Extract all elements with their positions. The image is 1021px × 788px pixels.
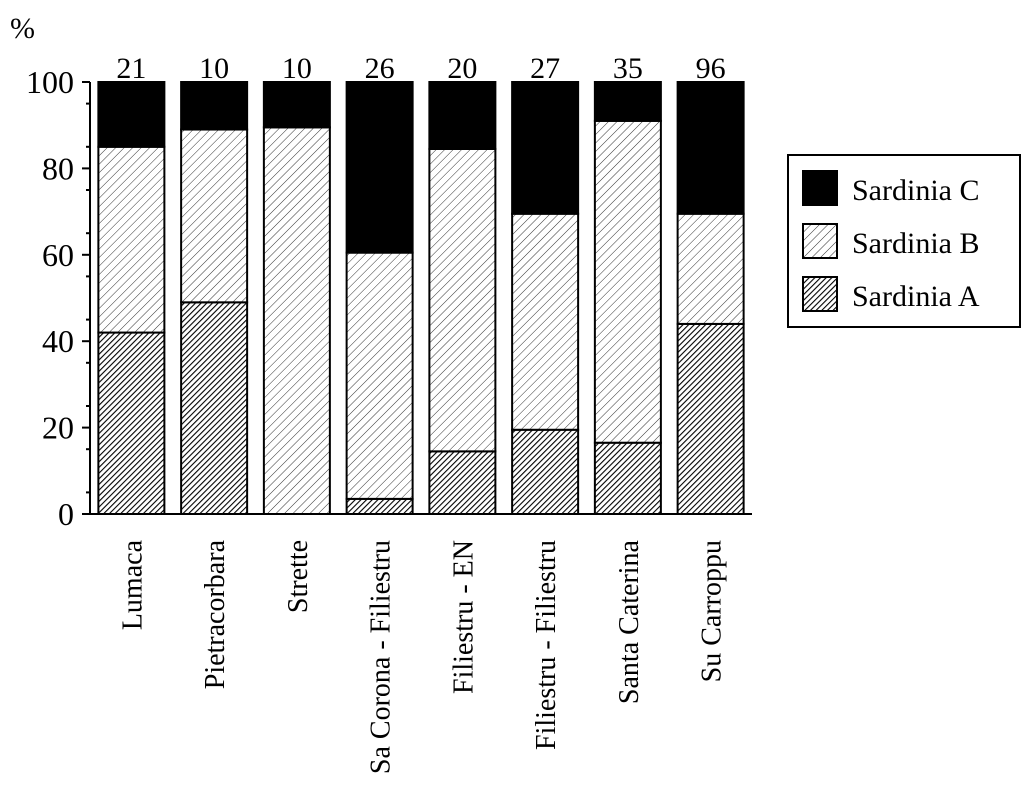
x-tick-label: Lumaca: [117, 539, 148, 630]
y-tick-label: 0: [58, 496, 74, 532]
x-tick-label: Strette: [283, 540, 314, 613]
y-tick-label: 80: [42, 150, 74, 186]
x-tick-label: Sa Corona - Filiestru: [366, 540, 397, 774]
x-axis-tick-labels: Lumaca Pietracorbara Strette Sa Corona - Fi…: [117, 539, 727, 774]
sample-size-label: 20: [447, 52, 477, 85]
legend: Sardinia C Sardinia B Sardinia A: [787, 154, 1021, 328]
bar-segment-sardinia-a-filiestru-en: [428, 450, 497, 515]
bar-segment-sardinia-c-santa-caterina: [593, 81, 662, 122]
bar-segment-sardinia-b-filiestru-filiestru: [511, 212, 580, 431]
y-tick-label: 20: [42, 410, 74, 446]
legend-label-sardinia-b: Sardinia B: [852, 227, 980, 260]
sample-size-labels: 21 10 10 26 20 27 35 96: [116, 52, 725, 85]
bar-segment-sardinia-a-lumaca: [97, 331, 166, 515]
bar-segment-sardinia-c-pietracorbara: [180, 81, 249, 131]
bar-segment-sardinia-b-filiestru-en: [428, 147, 497, 453]
bar-segment-sardinia-c-su-carroppu: [676, 81, 745, 215]
legend-label-sardinia-a: Sardinia A: [852, 280, 980, 313]
bar-segment-sardinia-b-strette: [262, 126, 331, 516]
y-axis-label: %: [10, 12, 35, 45]
bar-segment-sardinia-c-filiestru-en: [428, 81, 497, 150]
sample-size-label: 35: [613, 52, 643, 85]
bar-segment-sardinia-b-sa-corona-filiestru: [345, 251, 414, 500]
y-tick-label: 100: [26, 64, 74, 100]
x-tick-label: Santa Caterina: [614, 539, 645, 704]
legend-swatch-sardinia-c: [802, 170, 838, 206]
bar-segment-sardinia-a-filiestru-filiestru: [511, 428, 580, 516]
bar-segment-sardinia-c-filiestru-filiestru: [511, 81, 580, 215]
sample-size-label: 26: [365, 52, 395, 85]
y-tick-label: 40: [42, 323, 74, 359]
sample-size-label: 96: [696, 52, 726, 85]
bar-segment-sardinia-b-pietracorbara: [180, 128, 249, 304]
x-tick-label: Filiestru - Filiestru: [531, 540, 562, 750]
bar-area: [97, 81, 745, 516]
x-tick-label: Pietracorbara: [200, 539, 231, 689]
bar-segment-sardinia-c-strette: [262, 81, 331, 129]
bar-segment-sardinia-c-lumaca: [97, 81, 166, 148]
sample-size-label: 10: [282, 52, 312, 85]
sample-size-label: 21: [116, 52, 146, 85]
legend-swatch-sardinia-a: [802, 276, 838, 312]
sample-size-label: 27: [530, 52, 560, 85]
bar-segment-sardinia-b-su-carroppu: [676, 212, 745, 325]
bar-segment-sardinia-b-lumaca: [97, 145, 166, 334]
bar-segment-sardinia-c-sa-corona-filiestru: [345, 81, 414, 254]
bar-segment-sardinia-a-santa-caterina: [593, 441, 662, 515]
bar-segment-sardinia-b-santa-caterina: [593, 119, 662, 444]
legend-swatch-sardinia-b: [802, 223, 838, 259]
legend-label-sardinia-c: Sardinia C: [852, 174, 980, 207]
sample-size-label: 10: [199, 52, 229, 85]
bar-segment-sardinia-a-pietracorbara: [180, 301, 249, 515]
bar-segment-sardinia-a-sa-corona-filiestru: [345, 497, 414, 516]
x-tick-label: Filiestru - EN: [448, 540, 479, 694]
y-tick-label: 60: [42, 237, 74, 273]
bar-segment-sardinia-a-su-carroppu: [676, 322, 745, 516]
x-tick-label: Su Carroppu: [697, 540, 728, 682]
